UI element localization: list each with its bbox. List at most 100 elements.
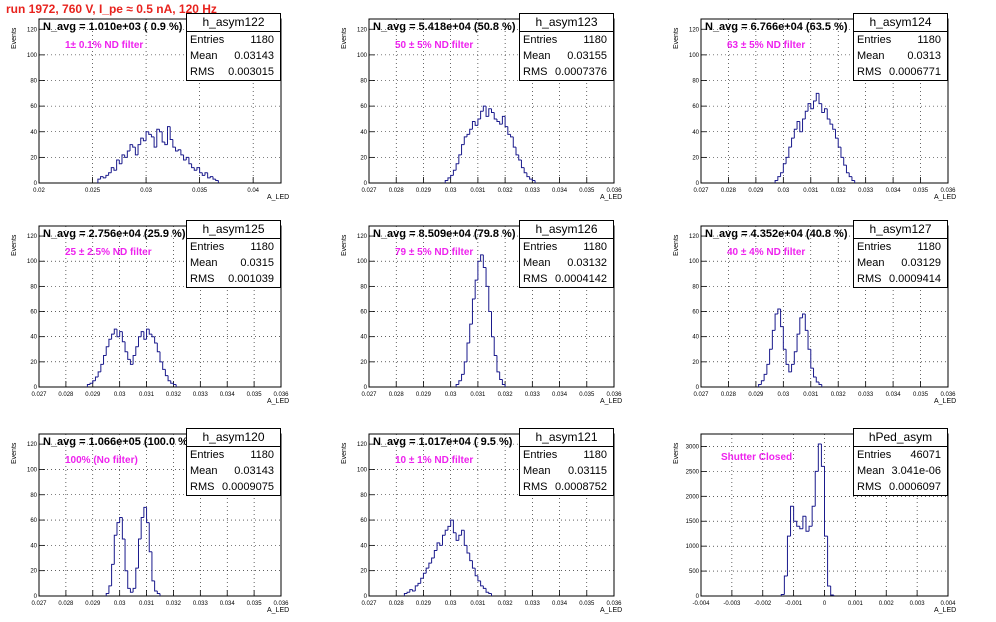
histogram-bin — [482, 254, 487, 269]
navg-label: N_avg = 4.352e+04 (40.8 %) — [705, 228, 848, 240]
stats-label: RMS — [523, 481, 548, 493]
stats-label: RMS — [523, 273, 548, 285]
stats-value: 0.0007376 — [555, 66, 607, 78]
stats-value: 3.041e-06 — [891, 465, 941, 477]
stats-label: RMS — [857, 481, 882, 493]
filter-annotation: 1± 0.1% ND filter — [65, 40, 144, 51]
x-tick-label: 0.029 — [416, 188, 432, 194]
histogram-bin — [442, 534, 446, 546]
x-tick-label: 0.03 — [777, 392, 789, 398]
histogram-bin — [135, 346, 139, 356]
histogram-bin — [802, 118, 806, 132]
y-tick-label: 40 — [360, 335, 367, 341]
filter-annotation: 79 ± 5% ND filter — [395, 247, 474, 258]
histogram-bin — [156, 128, 160, 148]
x-tick-label: 0.029 — [85, 601, 101, 607]
x-tick-label: 0.03 — [445, 392, 457, 398]
x-tick-label: 0.036 — [940, 188, 956, 194]
y-tick-label: 40 — [692, 130, 699, 136]
stats-row-mean: Mean 0.03129 — [854, 255, 947, 271]
stats-label: Entries — [523, 241, 558, 253]
stats-label: Entries — [857, 449, 892, 461]
histogram-bin — [425, 567, 429, 574]
y-axis-label: Events — [11, 234, 18, 256]
stats-value: 1180 — [250, 449, 274, 461]
stats-value: 0.0006097 — [889, 481, 941, 493]
y-tick-label: 100 — [689, 53, 700, 59]
y-tick-label: 60 — [360, 104, 367, 110]
stats-label: Mean — [523, 50, 551, 62]
histogram-bin — [810, 349, 814, 369]
y-tick-label: 40 — [30, 543, 37, 549]
histogram-bin — [526, 172, 530, 178]
x-tick-label: 0.035 — [192, 188, 208, 194]
y-tick-label: 120 — [27, 234, 38, 240]
histogram-bin — [791, 137, 795, 148]
x-tick-label: 0.027 — [361, 188, 377, 194]
histogram-bin — [474, 568, 478, 577]
histogram-bin — [815, 376, 820, 383]
histogram-bin — [510, 134, 514, 138]
histogram-bin — [469, 128, 473, 135]
x-tick-label: 0.031 — [803, 392, 819, 398]
histogram-bin — [135, 567, 139, 589]
histogram-panel-h_asym126: 0.027 0.028 0.029 0.03 0.031 0.032 0.033 0.034 0… — [339, 216, 644, 407]
histogram-bin — [121, 154, 125, 164]
histogram-bin — [137, 144, 141, 155]
y-tick-label: 60 — [30, 518, 37, 524]
histogram-bin — [154, 336, 158, 344]
stats-value: 1180 — [583, 241, 607, 253]
x-tick-label: 0.02 — [33, 188, 45, 194]
histogram-bin — [403, 592, 408, 596]
stats-row-rms: RMS 0.0008752 — [520, 479, 613, 495]
histogram-bin — [140, 517, 144, 540]
y-tick-label: 100 — [27, 259, 38, 265]
histogram-bin — [158, 129, 163, 133]
histogram-bin — [111, 563, 115, 586]
histogram-bin — [811, 505, 816, 527]
histogram-bin — [829, 118, 833, 125]
histogram-bin — [414, 585, 418, 591]
x-tick-label: 0.033 — [193, 392, 209, 398]
y-tick-label: 0 — [364, 181, 368, 187]
histogram-bin — [177, 149, 181, 151]
histogram-bin — [452, 520, 457, 534]
stats-label: Entries — [523, 449, 558, 461]
x-tick-label: 0.03 — [445, 188, 457, 194]
histogram-bin — [785, 156, 789, 164]
histogram-bin — [821, 103, 825, 114]
histogram-bin — [143, 331, 147, 340]
histogram-bin — [212, 176, 216, 180]
stats-row-rms: RMS 0.0006097 — [854, 479, 947, 495]
histogram-bin — [143, 506, 147, 518]
histogram-bin — [480, 110, 484, 119]
stats-box: h_asym126 Entries 1180 Mean 0.03132 RMS 0.0004… — [519, 220, 614, 288]
histogram-bin — [201, 172, 205, 176]
stats-row-entries: Entries 1180 — [520, 32, 613, 48]
histogram-bin — [531, 179, 536, 181]
filter-annotation: 100% (No filter) — [65, 455, 138, 466]
stats-box: h_asym127 Entries 1180 Mean 0.03129 RMS 0.0009… — [853, 220, 948, 288]
histogram-bin — [209, 176, 214, 178]
x-tick-label: 0.031 — [139, 601, 155, 607]
histogram-bin — [824, 466, 828, 537]
histogram-bin — [164, 142, 168, 146]
histogram-bin — [504, 116, 508, 128]
histogram-bin — [786, 535, 791, 577]
histogram-bin — [185, 156, 189, 160]
x-tick-label: 0.029 — [748, 188, 764, 194]
histogram-bin — [461, 144, 465, 155]
x-tick-label: 0.002 — [879, 601, 895, 607]
y-tick-label: 60 — [692, 310, 699, 316]
histogram-bin — [86, 383, 91, 387]
y-tick-label: 100 — [357, 259, 368, 265]
y-tick-label: 0 — [696, 385, 700, 391]
x-tick-label: 0.027 — [693, 188, 709, 194]
histogram-name: hPed_asym — [854, 429, 947, 447]
histogram-bin — [793, 506, 797, 522]
histogram-bin — [458, 154, 462, 164]
histogram-bin — [439, 542, 443, 546]
y-tick-label: 100 — [27, 467, 38, 473]
x-tick-label: -0.004 — [692, 601, 710, 607]
y-tick-label: 0 — [364, 594, 368, 600]
